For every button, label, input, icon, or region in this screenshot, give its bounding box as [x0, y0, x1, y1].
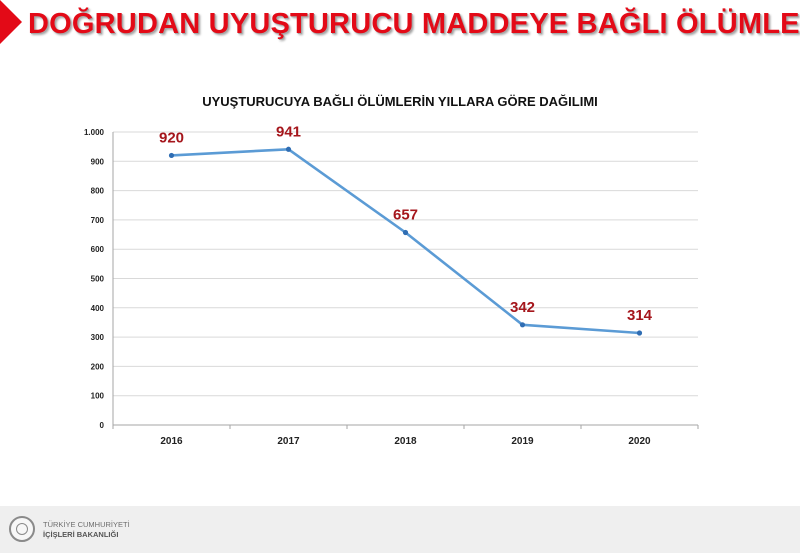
y-tick-label: 100	[91, 392, 105, 401]
data-point	[636, 330, 643, 336]
slide-title: DOĞRUDAN UYUŞTURUCU MADDEYE BAĞLI ÖLÜMLE…	[28, 8, 800, 40]
data-label: 657	[393, 206, 418, 223]
y-tick-label: 900	[91, 157, 105, 166]
data-label: 342	[510, 299, 535, 316]
ministry-name: TÜRKİYE CUMHURİYETİ İÇİŞLERİ BAKANLIĞI	[43, 520, 130, 540]
x-tick-label: 2016	[160, 436, 183, 447]
y-tick-label: 1.000	[84, 128, 105, 137]
ministry-line-1: TÜRKİYE CUMHURİYETİ	[43, 520, 130, 529]
line-chart: 0 100 200 300 400 500 600 700 800 900 1.000 2016 201…	[84, 123, 699, 447]
y-tick-label: 600	[91, 245, 105, 254]
data-label: 314	[627, 307, 653, 324]
x-tick-label: 2019	[511, 436, 534, 447]
data-point	[402, 229, 409, 236]
ministry-line-2: İÇİŞLERİ BAKANLIĞI	[43, 530, 119, 539]
y-tick-label: 400	[91, 304, 105, 313]
y-tick-label: 0	[100, 421, 105, 430]
data-point	[168, 152, 175, 159]
data-label: 941	[276, 123, 301, 140]
data-point	[519, 322, 526, 328]
x-tick-label: 2018	[394, 436, 417, 447]
y-tick-label: 800	[91, 187, 105, 196]
series-line	[170, 147, 641, 335]
x-tick-label: 2020	[628, 436, 651, 447]
data-label: 920	[159, 129, 184, 146]
y-tick-label: 500	[91, 275, 105, 284]
y-tick-label: 300	[91, 333, 105, 342]
y-tick-label: 200	[91, 362, 105, 371]
x-tick-label: 2017	[277, 436, 300, 447]
y-tick-label: 700	[91, 216, 105, 225]
chart-title: UYUŞTURUCUYA BAĞLI ÖLÜMLERİN YILLARA GÖR…	[202, 94, 598, 109]
footer-bar: TÜRKİYE CUMHURİYETİ İÇİŞLERİ BAKANLIĞI	[0, 506, 800, 553]
ministry-seal-icon	[9, 516, 35, 542]
data-point	[285, 146, 292, 152]
